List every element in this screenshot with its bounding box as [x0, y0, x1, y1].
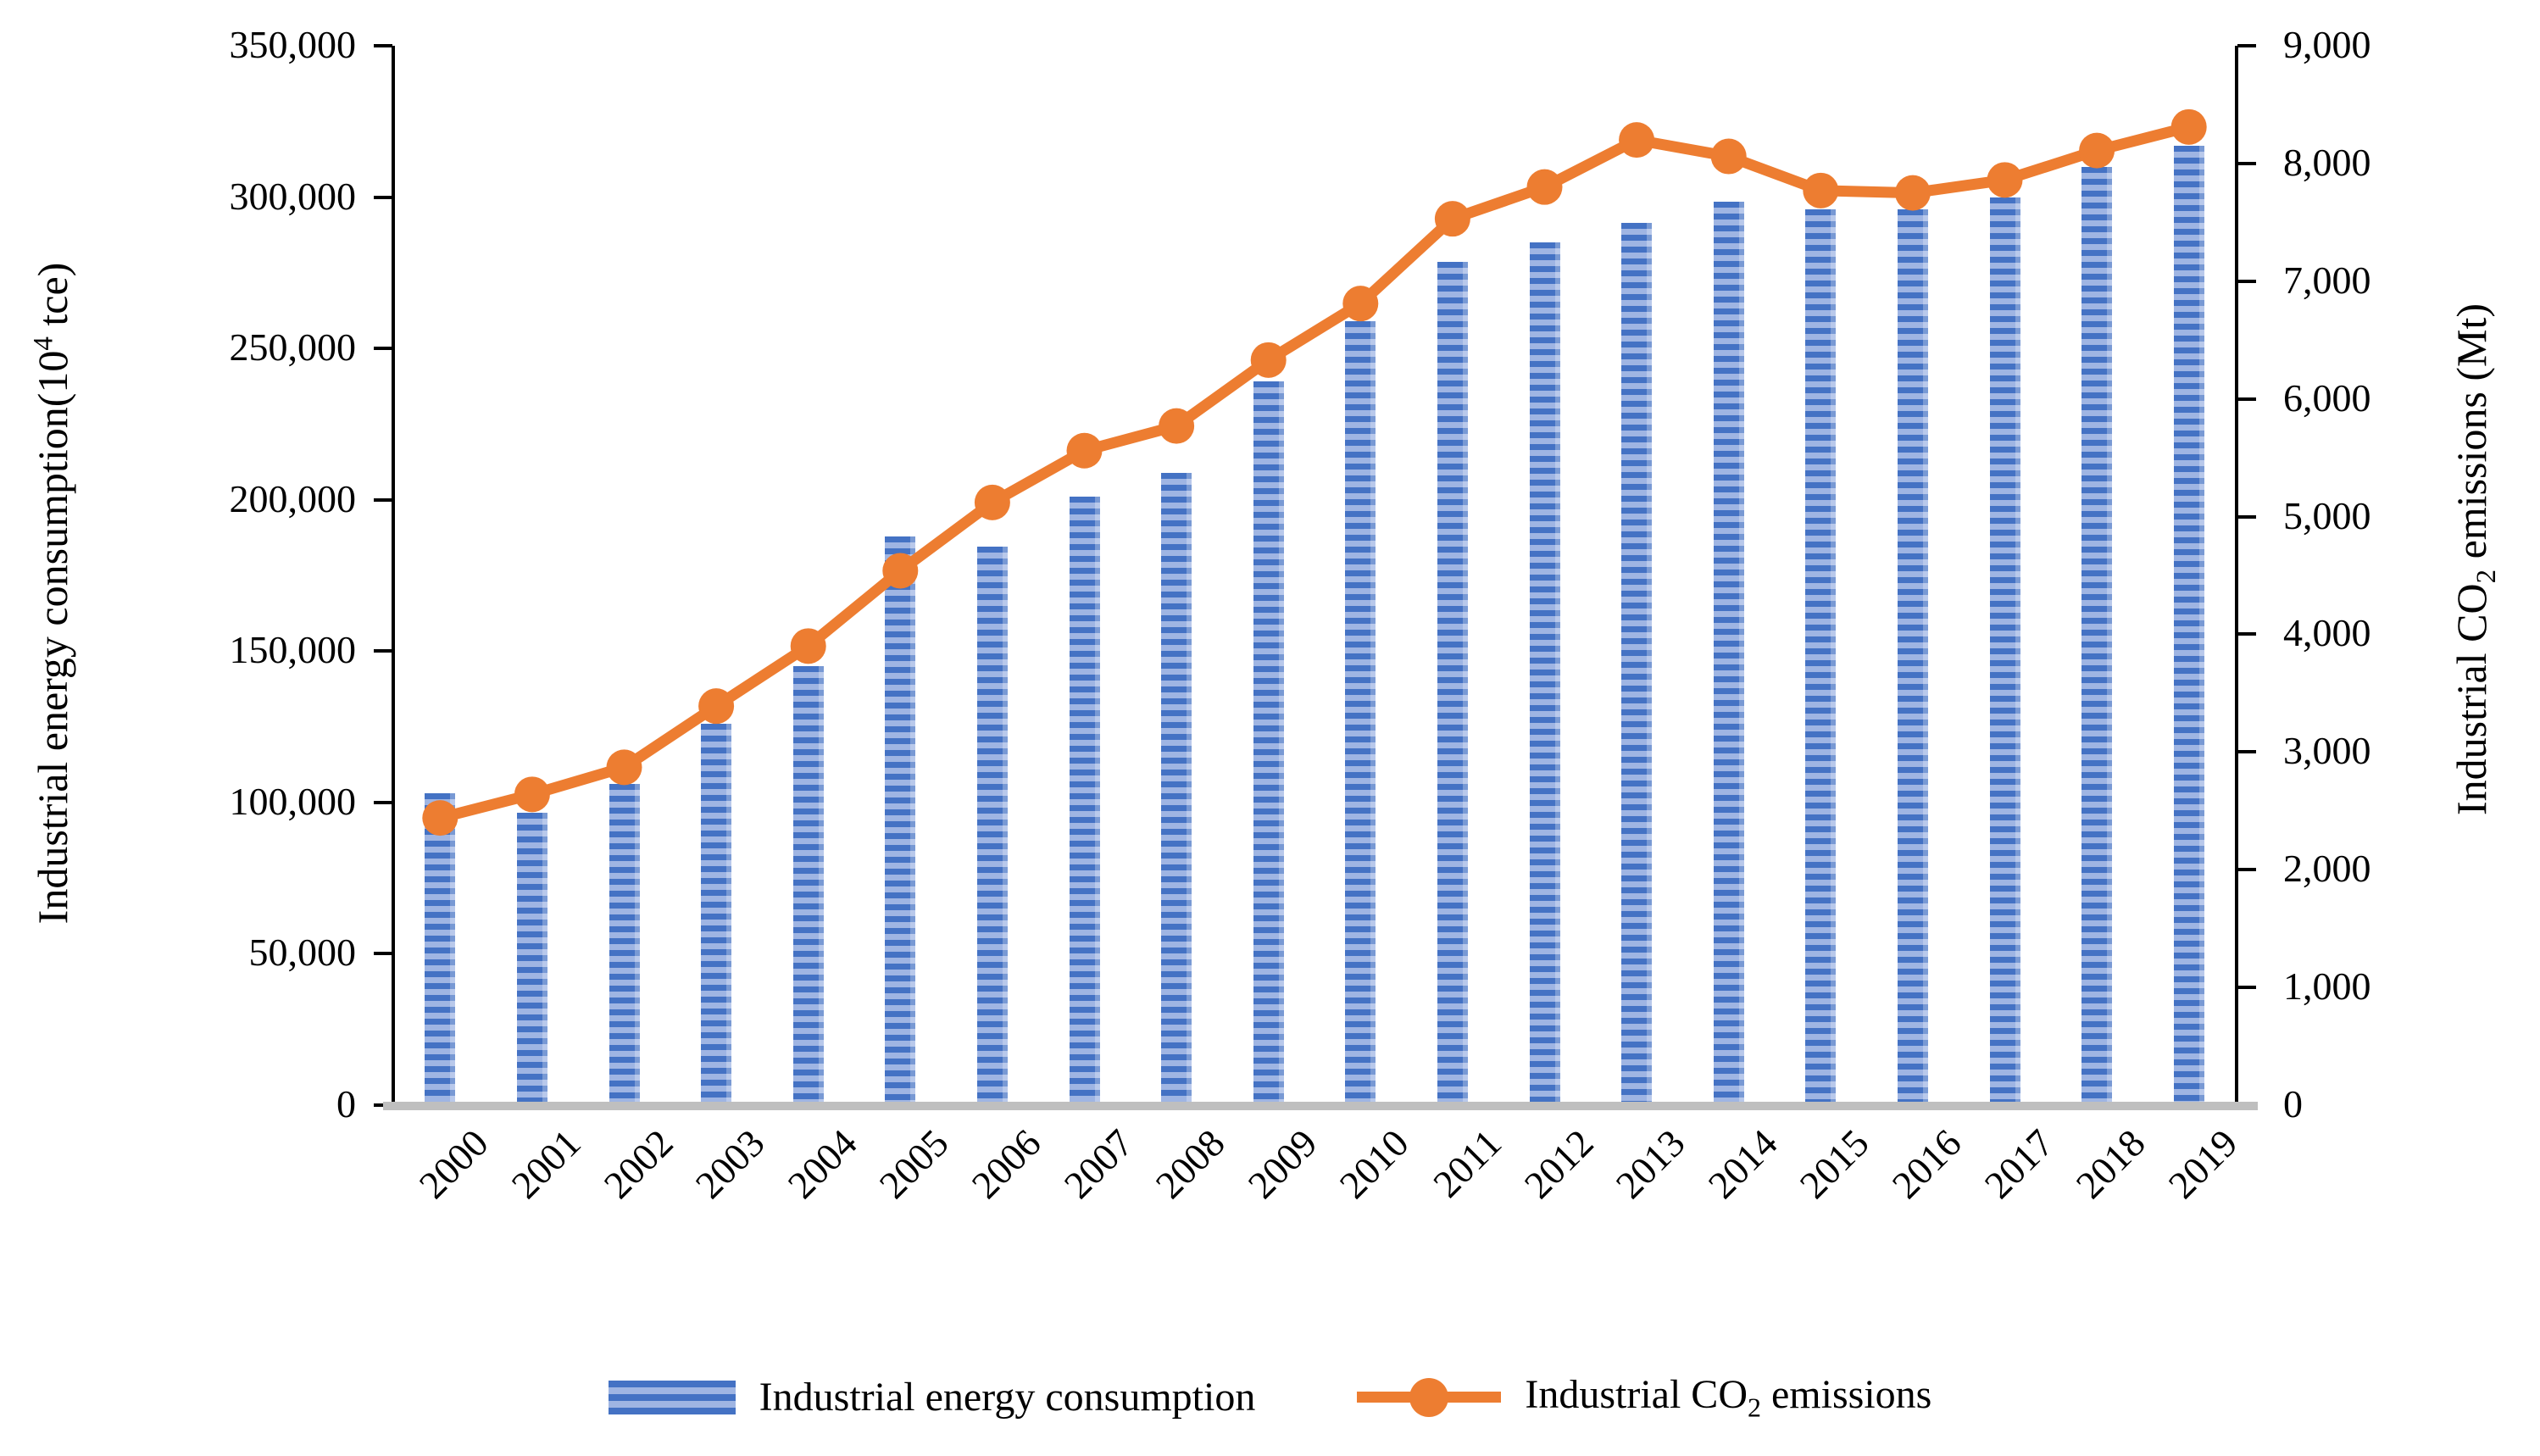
legend-item-co2: Industrial CO2 emissions: [1357, 1371, 1931, 1424]
bar-2019: [2173, 145, 2204, 1105]
co2-marker-2004: [790, 628, 826, 664]
right-axis-tick-label: 3,000: [2283, 729, 2371, 773]
co2-marker-2018: [2079, 132, 2115, 169]
right-axis-tick: [2237, 750, 2256, 754]
bar-2011: [1437, 262, 1468, 1105]
left-axis-line: [392, 46, 395, 1110]
bar-2007: [1069, 497, 1100, 1105]
co2-marker-2009: [1250, 342, 1287, 378]
right-axis-tick-label: 5,000: [2283, 493, 2371, 537]
right-axis-tick-label: 6,000: [2283, 375, 2371, 420]
right-axis-tick: [2237, 397, 2256, 401]
co2-marker-2001: [514, 776, 550, 813]
right-axis-tick-label: 7,000: [2283, 258, 2371, 302]
co2-marker-2015: [1803, 172, 1839, 208]
co2-marker-2006: [974, 484, 1010, 520]
bar-2009: [1253, 381, 1284, 1105]
left-axis-tick: [374, 800, 392, 804]
bar-2012: [1529, 242, 1560, 1105]
co2-marker-2010: [1342, 286, 1379, 322]
right-axis-tick: [2237, 279, 2256, 283]
bar-2018: [2081, 166, 2113, 1105]
co2-marker-2016: [1894, 175, 1931, 211]
left-axis-tick: [374, 195, 392, 199]
co2-marker-2005: [882, 553, 919, 589]
right-axis-tick: [2237, 868, 2256, 872]
bar-2004: [792, 666, 824, 1105]
left-axis-tick: [374, 44, 392, 47]
right-axis-tick-label: 4,000: [2283, 611, 2371, 655]
left-axis-tick-label: 300,000: [229, 174, 357, 218]
bar-2017: [1989, 197, 2020, 1105]
left-axis-tick-label: 250,000: [229, 325, 357, 370]
co2-marker-2017: [1987, 162, 2023, 198]
co2-marker-2019: [2170, 108, 2207, 145]
bar-2016: [1897, 208, 1928, 1105]
left-axis-tick: [374, 497, 392, 502]
bar-2002: [609, 784, 640, 1105]
right-axis-tick: [2237, 44, 2256, 47]
co2-marker-2008: [1159, 408, 1195, 444]
left-axis-tick-label: 100,000: [229, 779, 357, 823]
co2-marker-2007: [1066, 432, 1103, 469]
legend-label-co2: Industrial CO2 emissions: [1525, 1372, 1932, 1423]
bar-2006: [976, 547, 1008, 1105]
right-axis-tick-label: 8,000: [2283, 140, 2371, 184]
legend: Industrial energy consumption Industrial…: [0, 1371, 2540, 1424]
bar-2000: [425, 793, 456, 1105]
right-axis-tick: [2237, 514, 2256, 519]
right-axis-tick: [2237, 986, 2256, 990]
x-axis-baseline: [383, 1102, 2258, 1110]
left-axis-tick-label: 50,000: [248, 931, 357, 975]
left-axis-tick: [374, 952, 392, 956]
right-axis-line: [2235, 46, 2238, 1110]
co2-marker-2002: [606, 749, 642, 786]
left-axis-tick: [374, 347, 392, 351]
legend-item-energy: Industrial energy consumption: [608, 1374, 1256, 1420]
right-axis-tick-label: 1,000: [2283, 964, 2371, 1009]
left-axis-tick: [374, 649, 392, 653]
left-axis-tick-label: 200,000: [229, 476, 357, 520]
co2-marker-2014: [1710, 138, 1747, 175]
bar-series-swatch: [608, 1380, 736, 1414]
bar-2013: [1621, 222, 1653, 1105]
co2-marker-2011: [1434, 201, 1470, 237]
right-axis-tick-label: 0: [2283, 1082, 2303, 1125]
right-axis-tick: [2237, 632, 2256, 636]
right-axis-tick-label: 9,000: [2283, 23, 2371, 66]
co2-marker-2003: [698, 688, 735, 725]
bar-2005: [885, 536, 916, 1105]
bar-2010: [1345, 321, 1376, 1105]
line-marker-icon: [1409, 1377, 1449, 1417]
co2-marker-2012: [1526, 169, 1563, 205]
bar-2015: [1805, 208, 1837, 1105]
legend-label-energy: Industrial energy consumption: [759, 1375, 1256, 1420]
line-series-swatch: [1357, 1377, 1502, 1417]
left-axis-tick-label: 150,000: [229, 628, 357, 672]
right-axis-tick-label: 2,000: [2283, 847, 2371, 891]
right-axis-tick: [2237, 161, 2256, 165]
bar-2001: [516, 813, 547, 1105]
bar-2003: [701, 724, 732, 1105]
bar-2014: [1713, 201, 1744, 1105]
co2-marker-2000: [422, 800, 459, 836]
left-axis-tick-label: 0: [336, 1082, 356, 1125]
co2-marker-2013: [1619, 122, 1655, 158]
left-axis-tick-label: 350,000: [229, 23, 357, 66]
bar-2008: [1161, 472, 1192, 1105]
